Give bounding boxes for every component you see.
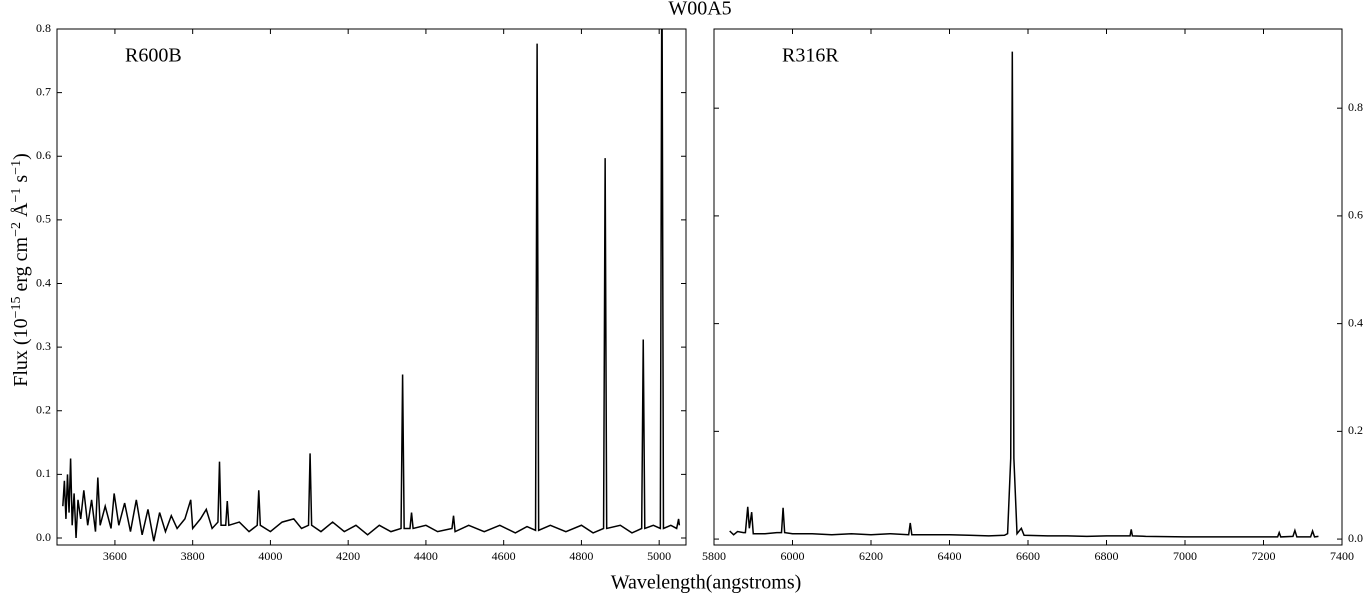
y-label-part: −1 xyxy=(9,160,24,175)
y-label-part: erg cm xyxy=(10,236,32,296)
y-tick-label: 0.4 xyxy=(1348,315,1363,329)
y-tick-label: 0.1 xyxy=(36,466,51,480)
x-tick-label: 4800 xyxy=(569,549,593,563)
y-label-part: −2 xyxy=(9,222,24,237)
figure-title: W00A5 xyxy=(668,0,731,20)
y-axis-label: Flux (10−15 erg cm−2 Å−1 s−1) xyxy=(9,153,32,387)
spectrum-line xyxy=(62,29,681,542)
x-tick-label: 4200 xyxy=(336,549,360,563)
y-tick-label: 0.3 xyxy=(36,339,51,353)
y-tick-label: 0.4 xyxy=(36,275,51,289)
y-tick-label: 0.5 xyxy=(36,212,51,226)
x-tick-label: 3800 xyxy=(181,549,205,563)
panel-label: R600B xyxy=(125,45,182,67)
y-label-part: s xyxy=(10,175,32,188)
panel-label: R316R xyxy=(782,45,839,67)
y-tick-label: 0.2 xyxy=(1348,423,1363,437)
y-tick-label: 0.7 xyxy=(36,84,51,98)
y-tick-label: 0.0 xyxy=(36,530,51,544)
x-tick-label: 6600 xyxy=(1016,549,1040,563)
x-tick-label: 3600 xyxy=(103,549,127,563)
x-tick-label: 7400 xyxy=(1330,549,1354,563)
x-tick-label: 4000 xyxy=(258,549,282,563)
x-tick-label: 7000 xyxy=(1173,549,1197,563)
y-tick-label: 0.2 xyxy=(36,403,51,417)
x-tick-label: 6200 xyxy=(859,549,883,563)
x-tick-label: 6800 xyxy=(1095,549,1119,563)
x-tick-label: 7200 xyxy=(1252,549,1276,563)
y-label-part: Flux (10 xyxy=(10,318,32,386)
plot-frame xyxy=(713,28,1343,546)
x-tick-label: 5000 xyxy=(647,549,671,563)
x-tick-label: 5800 xyxy=(702,549,726,563)
x-tick-label: 6000 xyxy=(781,549,805,563)
y-label-part: −15 xyxy=(9,297,24,319)
y-tick-label: 0.0 xyxy=(1348,531,1363,545)
plot-frame xyxy=(56,28,687,546)
x-tick-label: 4600 xyxy=(492,549,516,563)
y-tick-label: 0.6 xyxy=(1348,208,1363,222)
x-tick-label: 6400 xyxy=(938,549,962,563)
spectrum-line xyxy=(729,51,1319,538)
x-axis-label: Wavelength(angstroms) xyxy=(611,572,802,594)
y-label-part: Å xyxy=(10,202,32,222)
x-tick-label: 4400 xyxy=(414,549,438,563)
y-tick-label: 0.8 xyxy=(36,21,51,35)
y-tick-label: 0.6 xyxy=(36,148,51,162)
y-label-part: −1 xyxy=(9,188,24,203)
y-tick-label: 0.8 xyxy=(1348,100,1363,114)
y-label-part: ) xyxy=(10,153,32,160)
